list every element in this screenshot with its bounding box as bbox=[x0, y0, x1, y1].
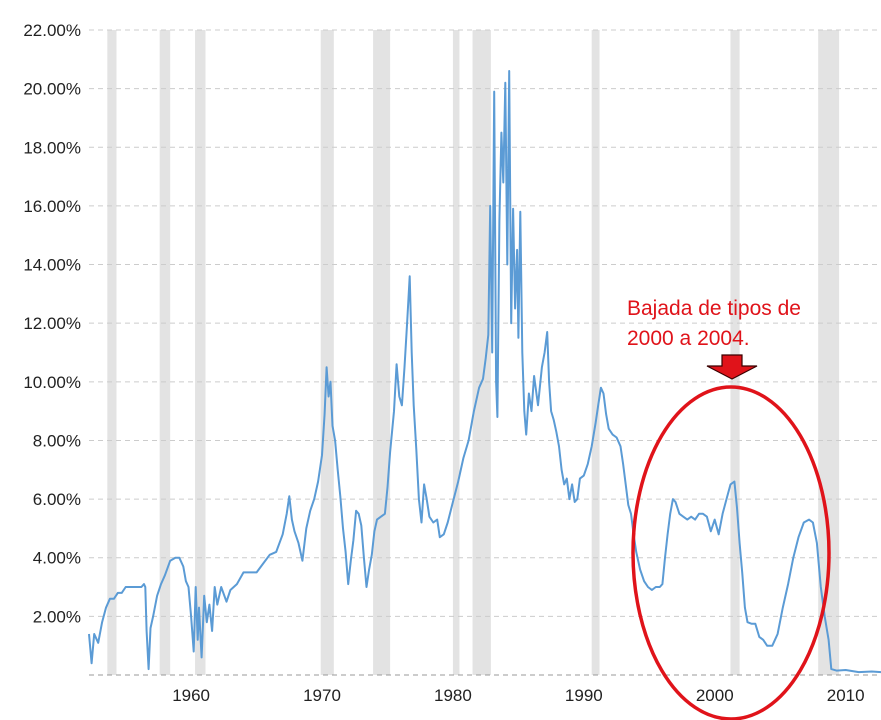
recession-band bbox=[472, 30, 491, 675]
x-tick-label: 1980 bbox=[434, 686, 472, 705]
x-tick-label: 2010 bbox=[827, 686, 865, 705]
y-tick-label: 18.00% bbox=[23, 138, 81, 157]
y-axis-labels: 2.00% 4.00% 6.00% 8.00% 10.00% 12.00% 14.00% 16… bbox=[23, 21, 81, 626]
x-tick-label: 2000 bbox=[696, 686, 734, 705]
recession-band bbox=[320, 30, 334, 675]
recession-band bbox=[159, 30, 171, 675]
gridlines bbox=[89, 29, 881, 617]
y-tick-label: 10.00% bbox=[23, 373, 81, 392]
recession-band bbox=[195, 30, 206, 675]
recession-band bbox=[818, 30, 840, 675]
y-tick-label: 16.00% bbox=[23, 197, 81, 216]
down-arrow-icon bbox=[706, 354, 758, 380]
recession-shading bbox=[107, 30, 840, 675]
annotation-line-2: 2000 a 2004. bbox=[627, 327, 750, 350]
rate-series-line bbox=[88, 70, 881, 674]
x-tick-label: 1960 bbox=[172, 686, 210, 705]
y-tick-label: 8.00% bbox=[33, 431, 81, 450]
y-tick-label: 4.00% bbox=[33, 549, 81, 568]
recession-band bbox=[452, 30, 460, 675]
y-tick-label: 12.00% bbox=[23, 314, 81, 333]
annotation-line-1: Bajada de tipos de bbox=[627, 297, 801, 320]
y-tick-label: 14.00% bbox=[23, 256, 81, 275]
recession-band bbox=[107, 30, 117, 675]
y-tick-label: 6.00% bbox=[33, 490, 81, 509]
recession-band bbox=[730, 30, 740, 675]
y-tick-label: 22.00% bbox=[23, 21, 81, 40]
y-tick-label: 2.00% bbox=[33, 607, 81, 626]
y-tick-label: 20.00% bbox=[23, 80, 81, 99]
x-tick-label: 1990 bbox=[565, 686, 603, 705]
highlight-ellipse bbox=[631, 385, 831, 720]
x-axis-labels: 1960 1970 1980 1990 2000 2010 bbox=[172, 686, 864, 705]
x-tick-label: 1970 bbox=[303, 686, 341, 705]
recession-band bbox=[591, 30, 600, 675]
recession-band bbox=[373, 30, 391, 675]
